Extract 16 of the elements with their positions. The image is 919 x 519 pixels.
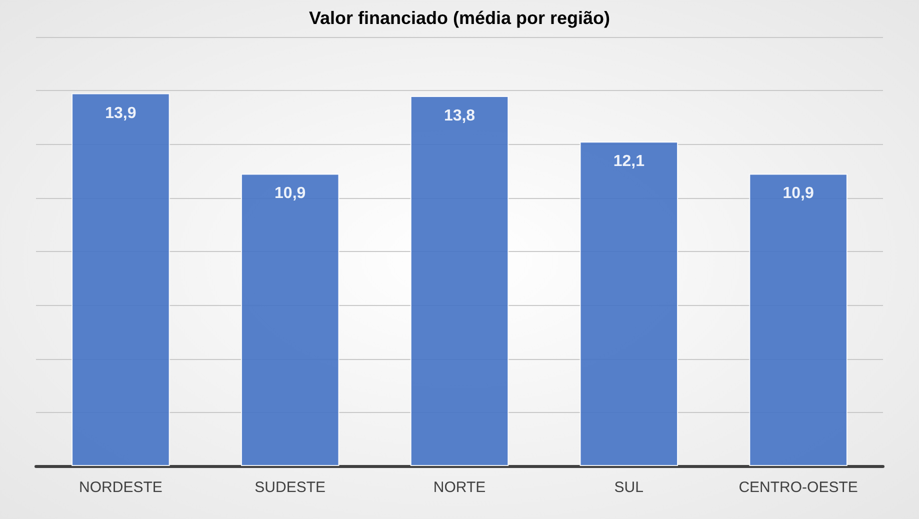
bar (749, 174, 848, 466)
data-label: 12,1 (613, 153, 645, 170)
x-tick-label: CENTRO-OESTE (738, 479, 858, 496)
data-label: 13,9 (105, 104, 136, 122)
bar (240, 174, 340, 466)
x-tick-label: NORDESTE (79, 479, 162, 496)
data-label: 13,8 (444, 107, 476, 124)
data-label: 10,9 (274, 185, 306, 202)
x-tick-label: NORTE (433, 479, 486, 496)
bar (580, 142, 678, 466)
chart-title: Valor financiado (média por região) (308, 8, 610, 28)
x-tick-label: SUDESTE (254, 479, 326, 496)
x-tick-label: SUL (614, 479, 644, 496)
bar (72, 93, 170, 466)
data-label: 10,9 (782, 185, 814, 202)
bar (410, 96, 509, 466)
